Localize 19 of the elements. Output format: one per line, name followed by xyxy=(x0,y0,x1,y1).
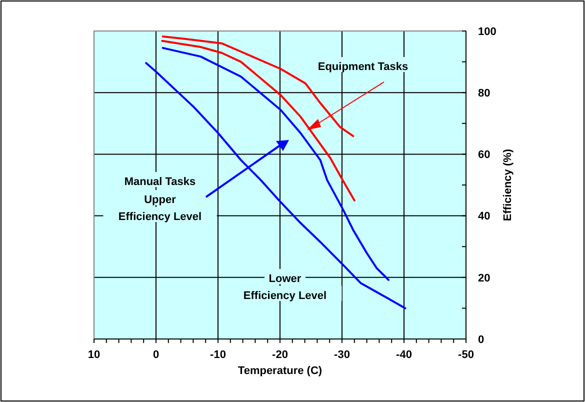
annotation: Upper Efficiency Level xyxy=(118,194,202,223)
x-tick-label: -30 xyxy=(334,349,350,361)
x-tick-label: 0 xyxy=(152,349,160,361)
y-tick-label: 0 xyxy=(478,334,484,346)
x-tick-label: -40 xyxy=(396,349,412,361)
x-axis-title: Temperature (C) xyxy=(238,365,322,377)
x-tick-label: 10 xyxy=(88,349,100,361)
x-tick-label: -20 xyxy=(272,349,288,361)
x-tick-label: -10 xyxy=(210,349,226,361)
y-tick-label: 100 xyxy=(478,26,496,38)
y-tick-label: 60 xyxy=(478,149,490,162)
annotation: Manual Tasks xyxy=(124,176,196,188)
annotation: Lower Efficiency Level xyxy=(243,272,327,302)
y-tick-label: 20 xyxy=(478,272,490,284)
x-tick-label: -50 xyxy=(458,349,474,361)
y-axis-title: Efficiency (%) xyxy=(502,148,514,222)
annotation: Equipment Tasks xyxy=(318,60,408,73)
y-tick-label: 40 xyxy=(478,210,490,223)
y-tick-label: 80 xyxy=(478,87,490,100)
